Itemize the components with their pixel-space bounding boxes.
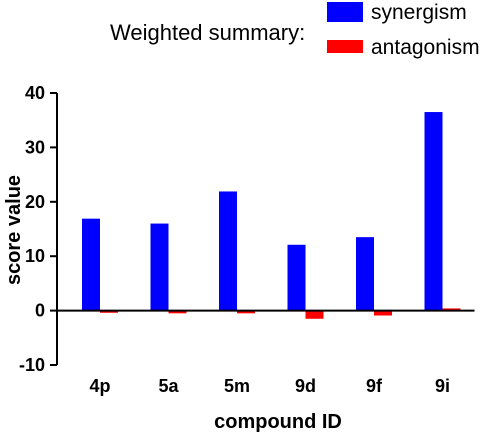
bar-synergism-9f [356,237,374,311]
legend-title: Weighted summary: [110,20,305,45]
x-tick-label: 9d [295,376,316,396]
x-tick-label: 9i [435,376,450,396]
legend-swatch-antagonism [327,40,363,53]
legend-label-antagonism: antagonism [371,36,480,59]
bar-synergism-5a [150,223,169,311]
y-tick-label: 10 [25,246,45,266]
bar-antagonism-9f [374,310,392,316]
bar-antagonism-9d [305,310,324,319]
y-tick-label: 40 [25,83,45,103]
bar-antagonism-4p [100,310,118,313]
bar-antagonism-5a [168,310,187,314]
legend: Weighted summary: synergism antagonism [110,1,480,59]
bar-synergism-9i [424,112,443,311]
bar-synergism-4p [82,218,100,311]
x-tick-label: 5m [224,376,250,396]
x-tick-label: 5a [158,376,179,396]
y-tick-label: 20 [25,192,45,212]
y-tick-label: -10 [19,355,45,375]
bar-antagonism-5m [237,310,255,314]
y-tick-label: 30 [25,137,45,157]
legend-label-synergism: synergism [371,1,467,24]
bar-synergism-5m [219,191,237,311]
x-tick-label: 4p [89,376,110,396]
bar-antagonism-9i [442,308,461,311]
x-tick-label: 9f [366,376,383,396]
bar-synergism-9d [287,244,306,311]
legend-swatch-synergism [327,2,363,22]
x-axis-title: compound ID [214,411,342,433]
y-axis-title: score value [3,175,25,285]
plot-area: -10 0 10 20 30 40 4p 5a 5m 9d 9f 9i [19,83,475,396]
y-tick-label: 0 [35,301,45,321]
